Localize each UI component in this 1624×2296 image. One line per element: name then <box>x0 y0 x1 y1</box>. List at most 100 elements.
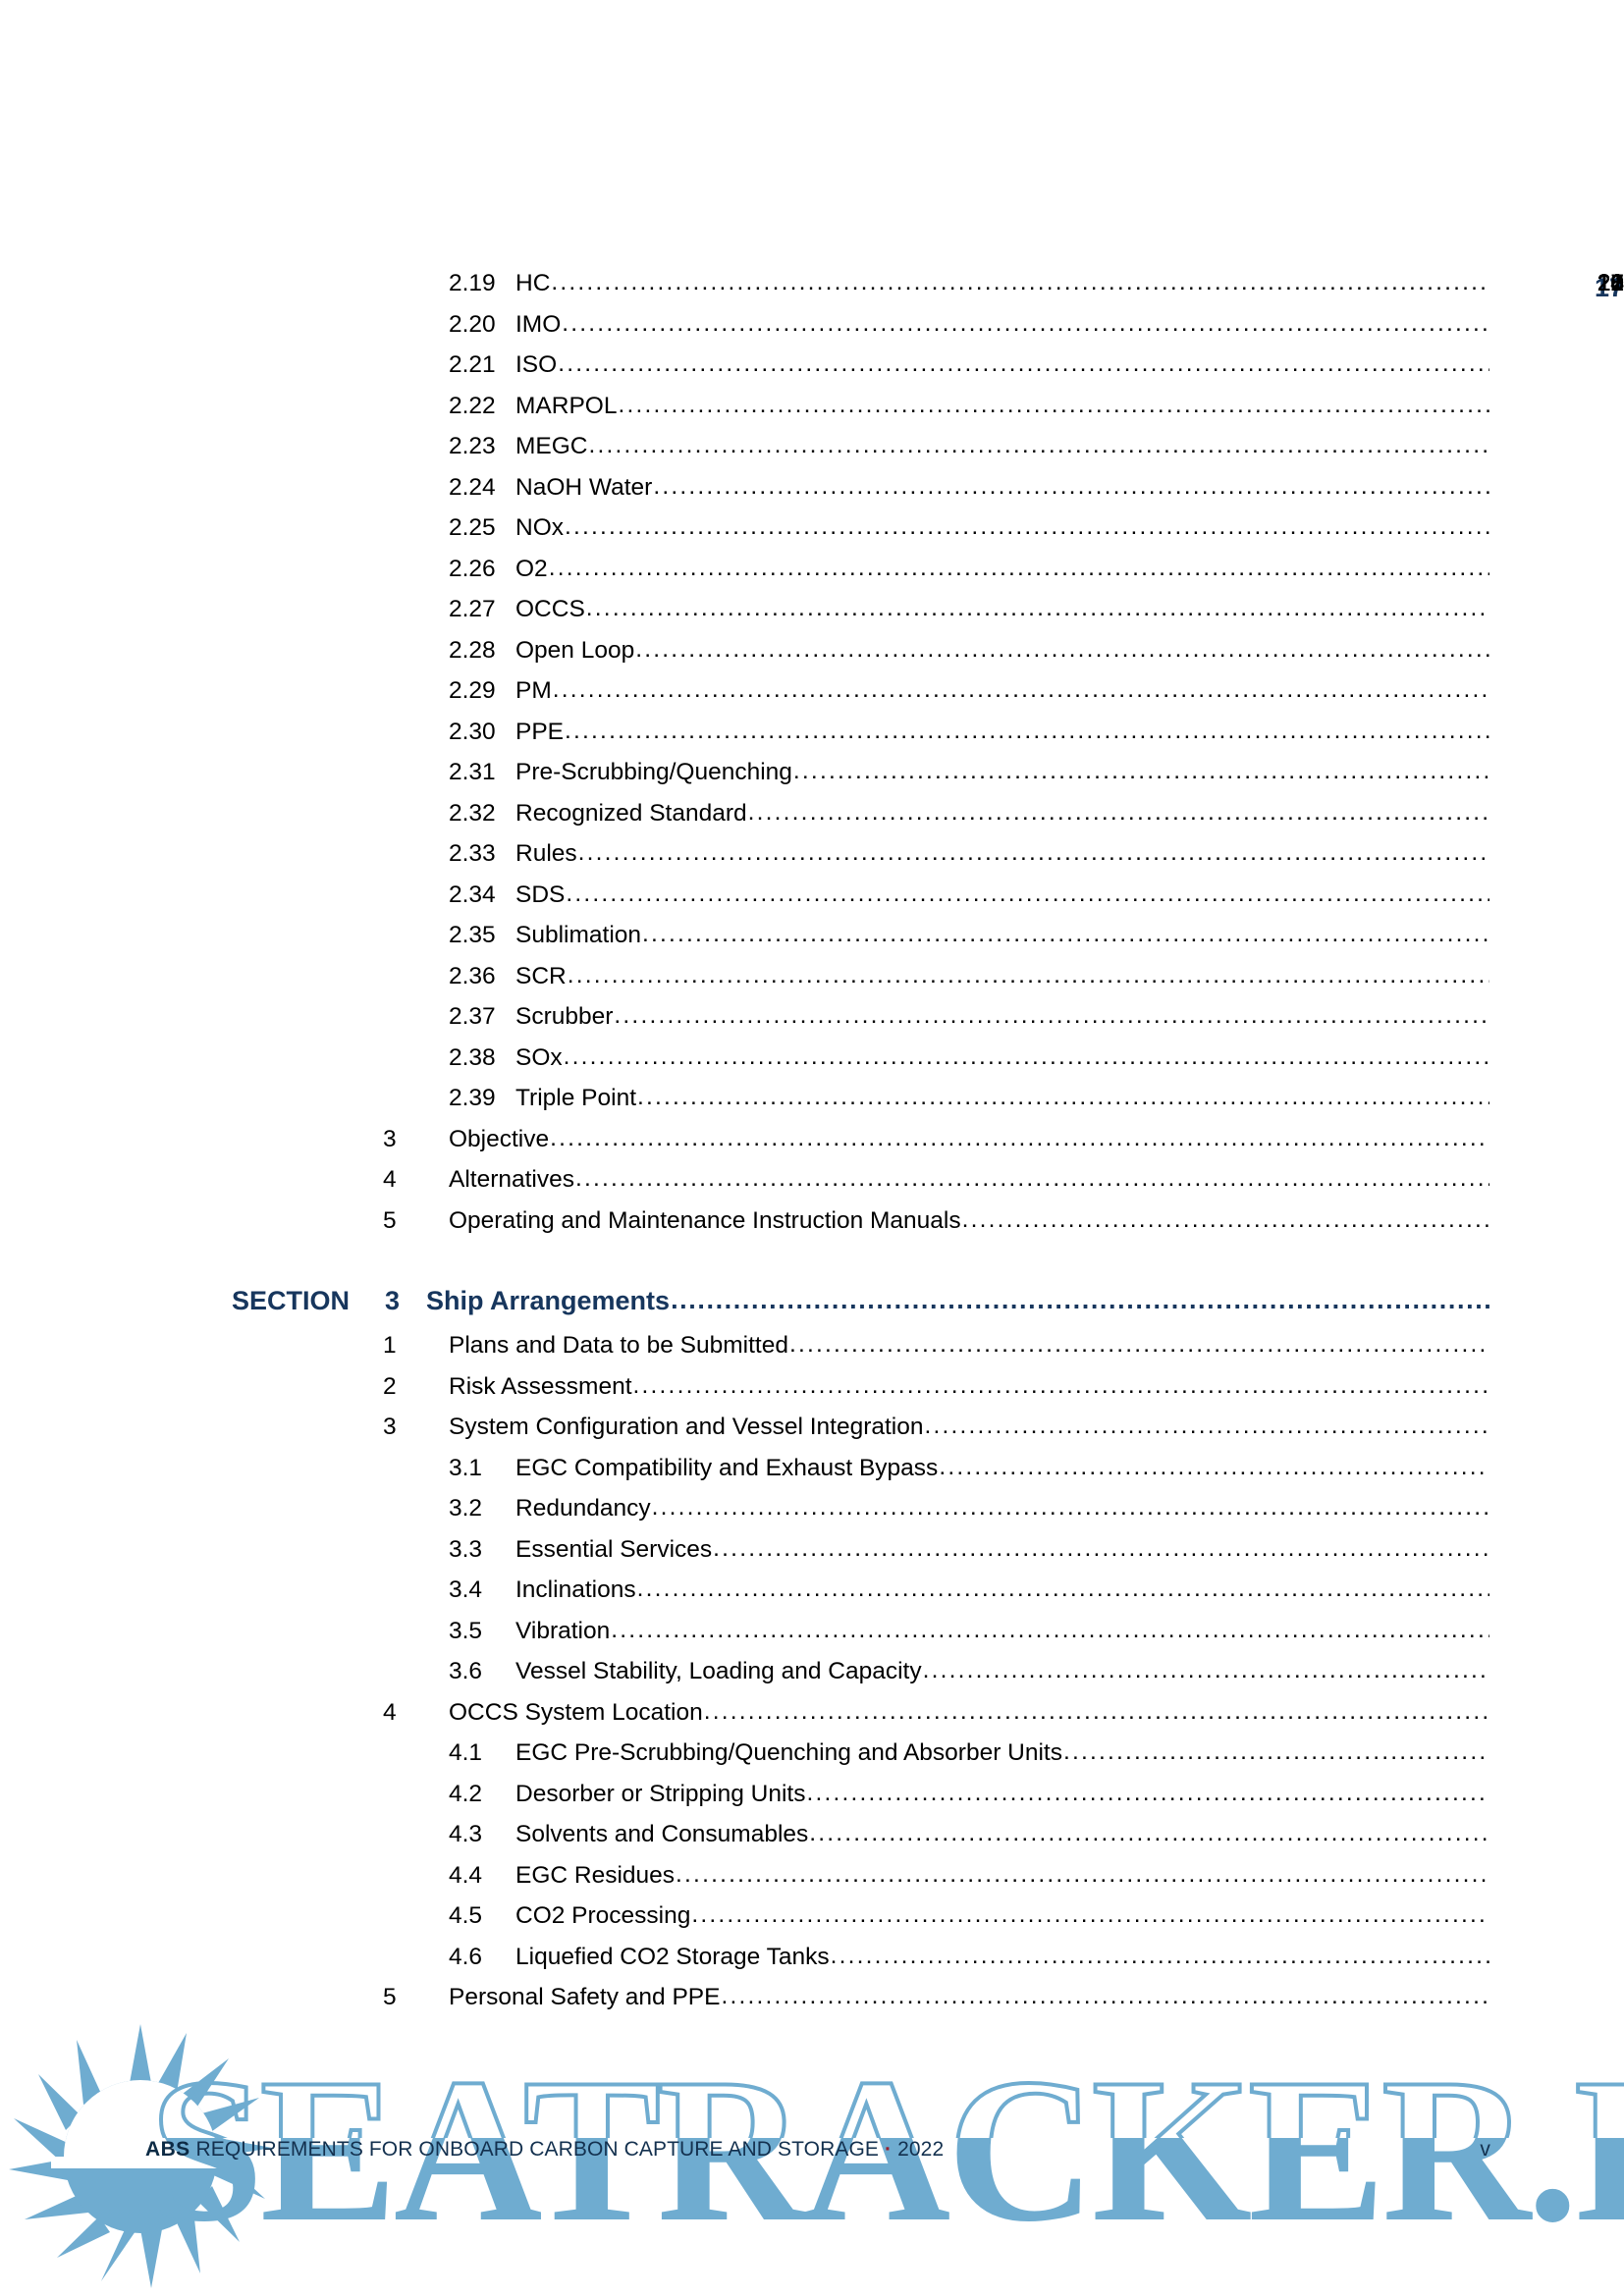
toc-entry[interactable]: 2.24 NaOH Water..........................… <box>0 270 1624 508</box>
toc-entry[interactable]: 2.31 Pre-Scrubbing/Quenching.............… <box>0 270 1624 793</box>
toc-entry-number: 4 <box>383 1166 397 1193</box>
toc-dot-leader: ........................................… <box>788 1331 1489 1358</box>
toc-entry[interactable]: 3.5 Vibration............................… <box>0 270 1624 1652</box>
toc-entry-number: 5 <box>383 1984 397 2010</box>
toc-dot-leader: ........................................… <box>651 1494 1489 1521</box>
toc-entry[interactable]: 2.35 Sublimation.........................… <box>0 270 1624 956</box>
toc-entry[interactable]: 4.2 Desorber or Stripping Units..........… <box>0 270 1624 1815</box>
toc-entry-page: 13 <box>1597 270 1624 296</box>
toc-section-heading[interactable]: SECTION 3 Ship Arrangements...............… <box>0 273 1624 1325</box>
toc-entry[interactable]: 2.38 SOx.................................… <box>0 270 1624 1079</box>
toc-entry[interactable]: 5 Personal Safety and PPE................… <box>0 270 1624 2018</box>
toc-entry-page: 17 <box>1597 270 1624 296</box>
toc-entry[interactable]: 3.1 EGC Compatibility and Exhaust Bypass.… <box>0 270 1624 1489</box>
toc-entry-page: 13 <box>1597 270 1624 296</box>
toc-dot-leader: ........................................… <box>713 1534 1489 1562</box>
toc-entry-page: 13 <box>1597 270 1624 296</box>
toc-entry-number: 2.27 <box>449 596 496 622</box>
toc-entry-label: Sublimation <box>515 922 642 948</box>
toc-entry[interactable]: 2.20 IMO.................................… <box>0 270 1624 346</box>
toc-entry-page: 14 <box>1597 270 1624 296</box>
toc-entry[interactable]: 2.33 Rules...............................… <box>0 270 1624 875</box>
toc-entry-page: 20 <box>1597 270 1624 296</box>
toc-entry[interactable]: 2.26 O2..................................… <box>0 270 1624 590</box>
toc-dot-leader: ........................................… <box>565 717 1489 744</box>
toc-entry-number: 3 <box>383 1125 397 1152</box>
toc-dot-leader: ........................................… <box>567 961 1489 988</box>
toc-entry-page: 17 <box>1597 270 1624 296</box>
toc-dot-leader: ........................................… <box>671 1285 1489 1314</box>
toc-entry[interactable]: 2.34 SDS.................................… <box>0 270 1624 916</box>
toc-entry[interactable]: 2.21 ISO.................................… <box>0 270 1624 386</box>
toc-entry-page: 13 <box>1597 270 1624 296</box>
toc-entry-label: OCCS <box>515 596 585 622</box>
toc-entry[interactable]: 2.27 OCCS................................… <box>0 270 1624 630</box>
toc-entry-page: 14 <box>1597 270 1624 296</box>
toc-entry-label: MEGC <box>515 433 588 459</box>
toc-dot-leader: ........................................… <box>577 839 1489 866</box>
toc-entry[interactable]: 2.30 PPE.................................… <box>0 270 1624 753</box>
toc-dot-leader: ........................................… <box>924 1413 1489 1439</box>
toc-entry-page: 13 <box>1597 270 1624 296</box>
toc-entry-label: NOx <box>515 514 564 541</box>
toc-entry-number: 2.32 <box>449 799 496 827</box>
toc-entry-page: 14 <box>1597 270 1624 296</box>
toc-entry[interactable]: 3.6 Vessel Stability, Loading and Capacit… <box>0 270 1624 1692</box>
toc-dot-leader: ........................................… <box>806 1779 1489 1806</box>
toc-entry[interactable]: 4 Alternatives...........................… <box>0 270 1624 1201</box>
toc-entry-page: 20 <box>1597 270 1624 296</box>
toc-dot-leader: ........................................… <box>939 1453 1489 1480</box>
toc-entry-number: 2.35 <box>449 922 496 948</box>
toc-entry[interactable]: 5 Operating and Maintenance Instruction M… <box>0 270 1624 1242</box>
toc-entry[interactable]: 4.1 EGC Pre-Scrubbing/Quenching and Absor… <box>0 270 1624 1774</box>
toc-entry-label: Rules <box>515 840 577 867</box>
toc-entry[interactable]: 2.37 Scrubber............................… <box>0 270 1624 1038</box>
toc-entry[interactable]: 2.32 Recognized Standard.................… <box>0 270 1624 834</box>
toc-entry-label: Vibration <box>515 1617 611 1644</box>
toc-entry-label: Risk Assessment <box>449 1372 632 1400</box>
toc-entry-number: 2.25 <box>449 514 496 541</box>
toc-entry-label: HC <box>515 270 551 296</box>
toc-entry[interactable]: 2.25 NOx.................................… <box>0 270 1624 549</box>
toc-entry[interactable]: 2.29 PM..................................… <box>0 270 1624 712</box>
toc-dot-leader: ........................................… <box>653 472 1489 500</box>
watermark-text-top: SEATRACKER.RU <box>149 2048 1624 2138</box>
toc-entry[interactable]: 1 Plans and Data to be Submitted.........… <box>0 270 1624 1366</box>
toc-entry[interactable]: 3.3 Essential Services...................… <box>0 270 1624 1571</box>
toc-entry[interactable]: 3 System Configuration and Vessel Integra… <box>0 270 1624 1448</box>
toc-entry[interactable]: 4.5 CO2 Processing.......................… <box>0 270 1624 1937</box>
toc-entry-label: SCR <box>515 962 567 989</box>
toc-entry[interactable]: 2.28 Open Loop...........................… <box>0 270 1624 671</box>
toc-dot-leader: ........................................… <box>636 1575 1489 1602</box>
toc-entry-page: 14 <box>1597 270 1624 296</box>
toc-dot-leader: ........................................… <box>550 1124 1489 1151</box>
toc-entry[interactable]: 2 Risk Assessment........................… <box>0 270 1624 1408</box>
toc-entry[interactable]: 2.36 SCR.................................… <box>0 270 1624 997</box>
toc-entry[interactable]: 3.2 Redundancy...........................… <box>0 270 1624 1529</box>
toc-entry-page: 21 <box>1597 270 1624 296</box>
toc-dot-leader: ........................................… <box>575 1165 1489 1192</box>
toc-entry-number: 2.22 <box>449 392 496 419</box>
toc-entry-page: 16 <box>1597 270 1624 296</box>
toc-entry[interactable]: 2.22 MARPOL..............................… <box>0 270 1624 427</box>
toc-entry[interactable]: 3 Objective..............................… <box>0 270 1624 1160</box>
toc-entry[interactable]: 4.3 Solvents and Consumables.............… <box>0 270 1624 1855</box>
table-of-contents: 2.19 HC..................................… <box>0 263 1624 2018</box>
toc-dot-leader: ........................................… <box>632 1371 1489 1399</box>
toc-entry[interactable]: 3.4 Inclinations.........................… <box>0 270 1624 1611</box>
toc-entry-page: 13 <box>1597 270 1624 296</box>
toc-entry-number: 4.3 <box>449 1821 483 1847</box>
toc-entry-label: PM <box>515 677 552 704</box>
toc-entry-page: 21 <box>1597 270 1624 296</box>
toc-entry[interactable]: 2.23 MEGC................................… <box>0 270 1624 467</box>
toc-entry-label: Objective <box>449 1125 550 1152</box>
toc-entry-number: 2.30 <box>449 718 496 745</box>
toc-entry[interactable]: 4.6 Liquefied CO2 Storage Tanks..........… <box>0 270 1624 1978</box>
toc-entry[interactable]: 4 OCCS System Location...................… <box>0 270 1624 1734</box>
toc-entry[interactable]: 2.19 HC..................................… <box>0 263 1624 304</box>
toc-dot-leader: ........................................… <box>588 432 1490 458</box>
toc-entry[interactable]: 4.4 EGC Residues.........................… <box>0 270 1624 1896</box>
toc-entry-number: 4.6 <box>449 1943 483 1970</box>
toc-entry-number: 3 <box>385 1286 401 1315</box>
toc-entry[interactable]: 2.39 Triple Point........................… <box>0 270 1624 1119</box>
